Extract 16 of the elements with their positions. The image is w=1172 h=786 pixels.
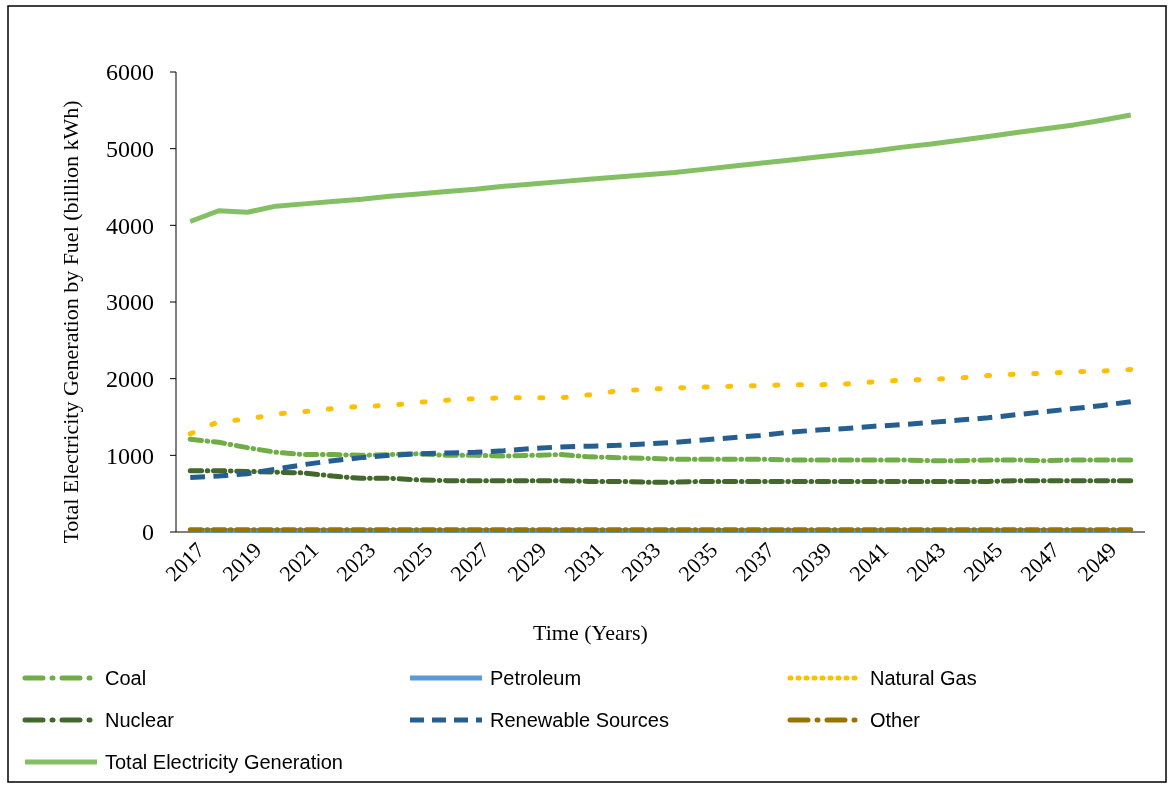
y-tick-label: 6000 bbox=[106, 59, 154, 86]
y-tick-label: 0 bbox=[142, 519, 154, 546]
legend-label: Renewable Sources bbox=[490, 709, 669, 731]
y-tick-label: 4000 bbox=[106, 212, 154, 239]
x-axis-title: Time (Years) bbox=[533, 620, 648, 645]
legend-label: Total Electricity Generation bbox=[105, 751, 343, 773]
legend-label: Petroleum bbox=[490, 667, 582, 689]
legend-label: Nuclear bbox=[105, 709, 175, 731]
y-axis-title: Total Electricity Generation by Fuel (billion kWh) bbox=[58, 100, 83, 544]
y-tick-label: 1000 bbox=[106, 442, 154, 469]
y-tick-label: 2000 bbox=[106, 366, 154, 393]
y-tick-label: 3000 bbox=[106, 289, 154, 316]
legend-label: Other bbox=[870, 709, 921, 731]
y-tick-label: 5000 bbox=[106, 136, 154, 163]
legend-label: Coal bbox=[105, 667, 147, 689]
legend-label: Natural Gas bbox=[870, 667, 977, 689]
